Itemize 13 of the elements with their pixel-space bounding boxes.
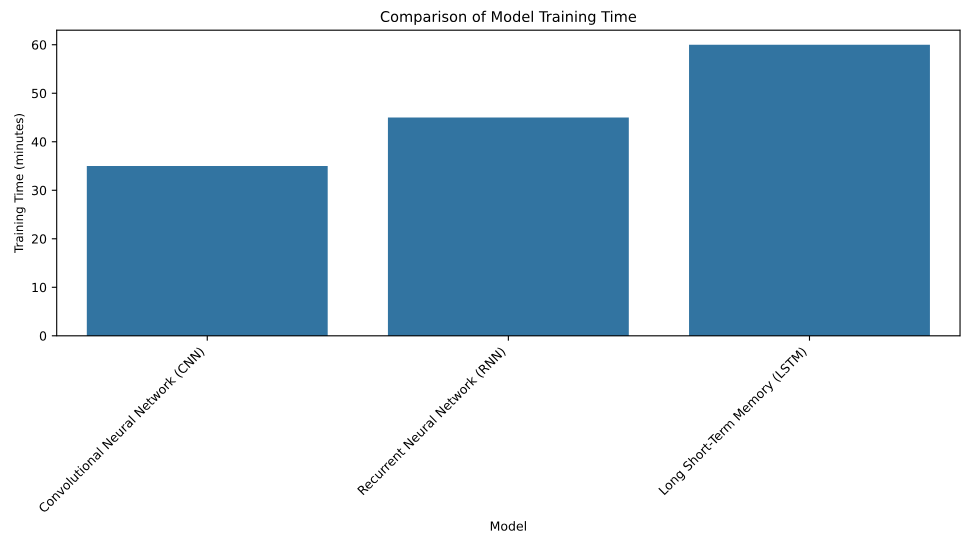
bar <box>689 44 930 336</box>
y-tick-label: 0 <box>40 331 46 341</box>
bar <box>388 118 629 336</box>
bar <box>86 166 328 336</box>
y-tick-label: 40 <box>32 137 46 147</box>
y-tick-label: 30 <box>32 186 46 196</box>
chart-title: Comparison of Model Training Time <box>380 10 636 25</box>
y-axis-title: Training Time (minutes) <box>14 114 26 254</box>
y-tick-label: 60 <box>32 40 46 50</box>
y-tick-label: 50 <box>32 88 46 98</box>
y-tick-label: 10 <box>32 282 46 292</box>
y-tick-label: 20 <box>32 234 46 244</box>
x-axis-title: Model <box>490 521 526 531</box>
